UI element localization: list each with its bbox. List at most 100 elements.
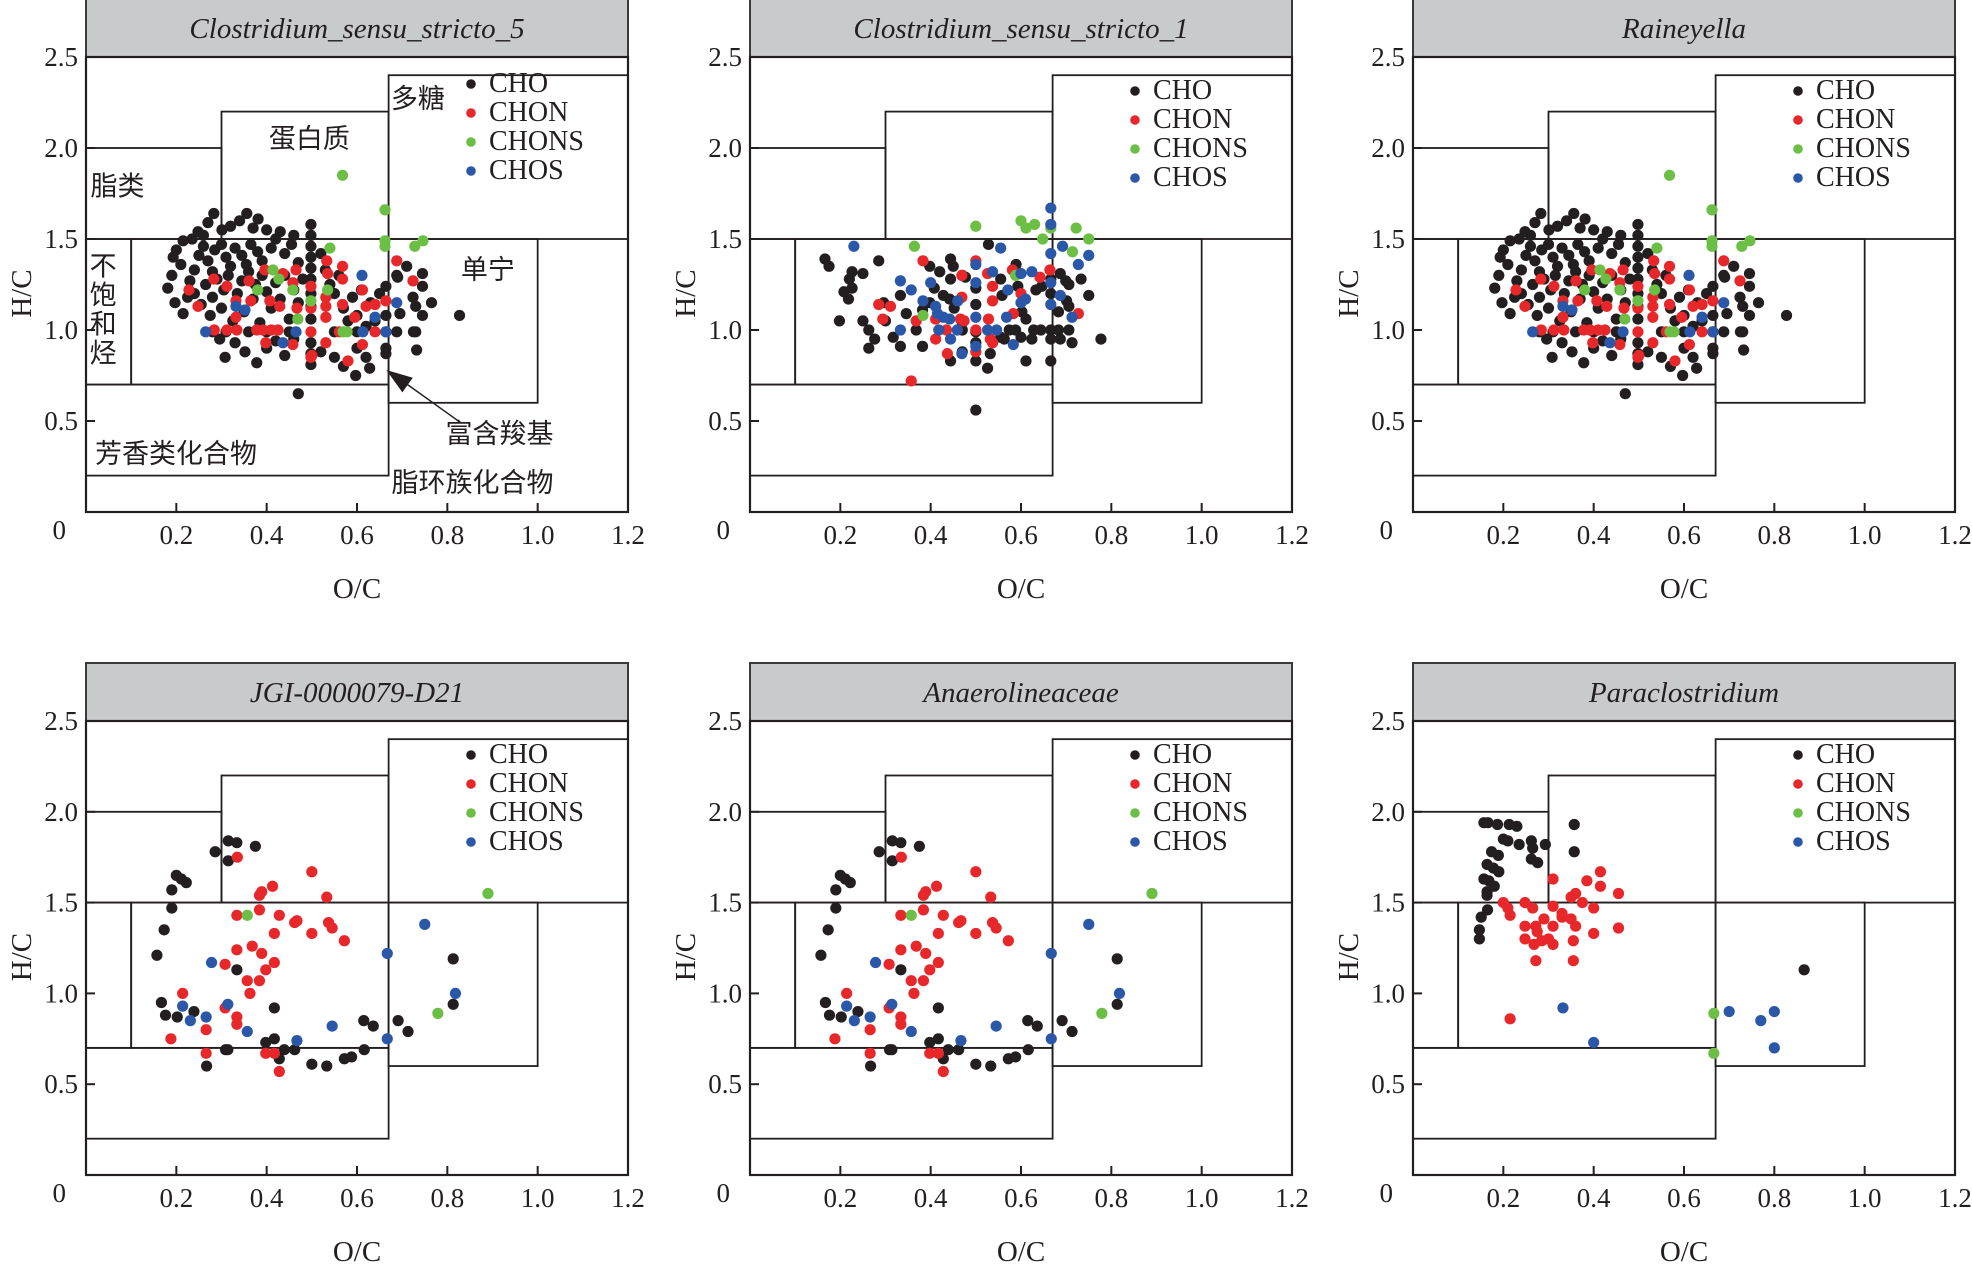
data-point-chos (869, 956, 882, 969)
data-point-cho (1533, 291, 1546, 303)
data-point-chon (256, 886, 268, 898)
data-point-cho (158, 924, 170, 936)
data-point-cho (852, 1005, 864, 1018)
data-point-cho (1743, 267, 1756, 280)
data-point-chon (1588, 902, 1600, 914)
data-point-cho (1752, 297, 1765, 309)
data-point-cho (216, 224, 228, 236)
data-point-cho (1743, 280, 1756, 292)
data-point-cho (1734, 291, 1746, 303)
series-chons (252, 169, 429, 338)
region-lipids (749, 147, 887, 240)
y-tick-label: 1.5 (708, 888, 742, 918)
series-chons (905, 887, 1158, 1019)
data-point-chon (1570, 887, 1582, 900)
data-point-chon (873, 298, 885, 311)
data-point-chos (241, 1025, 253, 1038)
data-point-cho (1529, 255, 1541, 267)
data-point-chons (324, 242, 336, 254)
data-point-cho (204, 309, 216, 322)
data-point-chos (1566, 304, 1578, 316)
legend-marker-cho (466, 750, 476, 760)
data-point-cho (401, 260, 413, 272)
x-tick-label: 0.6 (340, 1183, 374, 1213)
data-point-chon (231, 324, 243, 336)
label-cram-line2: 脂环族化合物 (391, 468, 553, 499)
data-point-chos (905, 1025, 917, 1038)
x-axis-title: O/C (333, 573, 381, 605)
data-point-cho (285, 238, 298, 251)
data-point-chos (956, 348, 968, 360)
legend-label-chon: CHON (1816, 768, 1895, 799)
legend-label-chon: CHON (1816, 104, 1895, 135)
data-point-chon (1663, 260, 1676, 272)
data-point-chons (1706, 204, 1718, 216)
arrow-head-icon (386, 370, 413, 393)
data-point-cho (1015, 331, 1027, 343)
data-point-cho (1054, 333, 1066, 345)
data-point-chons (432, 1007, 444, 1019)
data-point-chon (1601, 300, 1613, 312)
data-point-cho (416, 280, 429, 292)
data-point-cho (380, 348, 392, 360)
x-tick-label: 0.8 (1094, 1183, 1128, 1213)
data-point-chon (1547, 900, 1559, 912)
legend-label-chons: CHONS (1153, 797, 1248, 828)
label-lipids: 脂类 (91, 171, 145, 202)
data-point-cho (247, 222, 259, 234)
data-point-cho (229, 337, 241, 349)
data-point-cho (1022, 1044, 1034, 1056)
legend-marker-chons (466, 808, 476, 818)
data-point-cho (1045, 288, 1057, 300)
data-point-chons (1020, 222, 1032, 234)
legend-label-chons: CHONS (1816, 133, 1911, 164)
legend-label-cho: CHO (1816, 739, 1875, 770)
data-point-cho (1502, 258, 1514, 271)
region-aromatic (1412, 1046, 1717, 1140)
x-tick-label: 0.8 (1757, 520, 1791, 550)
data-point-chos (1026, 266, 1038, 278)
data-point-chon (1558, 324, 1570, 336)
data-point-chons (1708, 1007, 1720, 1019)
series-cho (151, 835, 459, 1072)
x-tick-label: 0.2 (823, 520, 857, 550)
data-point-cho (231, 837, 243, 849)
data-point-cho (166, 269, 178, 281)
data-point-chon (1594, 866, 1607, 878)
data-point-chon (243, 275, 255, 287)
data-point-cho (1066, 337, 1078, 349)
data-point-chon (1594, 880, 1607, 892)
data-point-cho (1531, 309, 1543, 322)
data-point-cho (1597, 233, 1609, 245)
data-point-cho (998, 333, 1010, 345)
data-point-chos (184, 1015, 196, 1027)
data-point-cho (1546, 351, 1558, 363)
data-point-chon (336, 298, 349, 311)
data-point-chons (1649, 284, 1661, 296)
data-point-chos (1527, 326, 1539, 338)
data-point-chon (257, 324, 269, 336)
data-point-cho (1619, 388, 1631, 400)
data-point-cho (1606, 247, 1618, 260)
label-cram-line1: 富含羧基 (445, 419, 553, 450)
data-point-cho (416, 309, 429, 322)
panel-title: JGI-0000079-D21 (250, 677, 464, 709)
data-point-chos (380, 326, 392, 338)
data-point-cho (411, 344, 423, 356)
data-point-chons (1736, 240, 1748, 252)
data-point-chon (1587, 337, 1599, 349)
data-point-cho (1473, 924, 1485, 936)
data-point-cho (863, 324, 875, 336)
data-point-cho (1642, 346, 1654, 358)
data-point-chon (253, 904, 266, 916)
data-point-chon (924, 964, 936, 976)
data-point-chon (937, 1065, 949, 1078)
data-point-chons (287, 284, 299, 296)
data-point-chon (877, 313, 889, 325)
data-point-chon (291, 302, 303, 314)
data-point-cho (895, 837, 907, 849)
data-point-chon (336, 260, 349, 272)
legend-label-chos: CHOS (489, 155, 564, 186)
data-point-chos (200, 326, 212, 338)
data-point-chon (955, 915, 967, 927)
